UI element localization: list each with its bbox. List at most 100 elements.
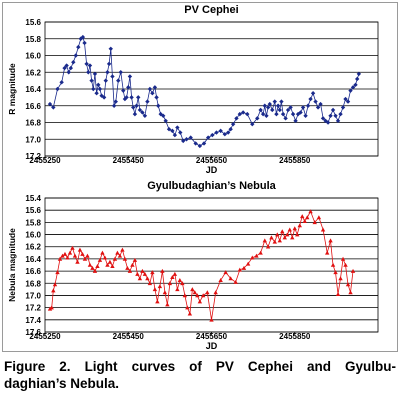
data-point — [70, 245, 75, 250]
data-point — [254, 253, 259, 258]
y-tick-label: 15.8 — [25, 35, 41, 44]
data-point — [269, 235, 274, 240]
data-point — [175, 287, 180, 292]
data-point — [52, 282, 58, 287]
caption-line-2: daghian’s Nebula. — [4, 376, 120, 391]
data-point — [325, 120, 331, 125]
data-point — [300, 105, 306, 110]
y-tick-label: 17.2 — [25, 304, 41, 313]
data-point — [185, 305, 190, 310]
data-point — [87, 63, 93, 68]
data-point — [209, 317, 214, 322]
data-point — [335, 118, 341, 124]
data-point — [62, 65, 67, 71]
data-point — [73, 53, 79, 58]
data-point — [145, 99, 150, 104]
data-point — [170, 274, 175, 279]
data-point — [193, 141, 198, 146]
data-point — [160, 268, 165, 273]
data-point — [195, 293, 200, 298]
data-point — [115, 250, 120, 255]
data-point — [274, 111, 279, 117]
data-point — [348, 290, 353, 295]
data-point — [110, 264, 115, 269]
data-point — [117, 253, 123, 258]
data-point — [310, 90, 316, 96]
data-point — [163, 118, 168, 124]
data-point — [356, 71, 362, 77]
data-point — [51, 105, 56, 110]
data-point — [154, 95, 159, 100]
data-point — [283, 116, 288, 121]
x-tick-label: 2455450 — [113, 156, 145, 165]
data-point — [177, 278, 183, 283]
data-point — [145, 276, 150, 281]
data-point — [348, 88, 353, 93]
y-tick-label: 15.4 — [25, 194, 41, 203]
data-point — [241, 265, 247, 270]
data-point — [132, 111, 138, 117]
data-point — [107, 259, 113, 264]
x-tick-label: 2455250 — [29, 156, 61, 165]
x-tick-label: 2455250 — [29, 332, 61, 341]
x-axis-label: JD — [206, 165, 218, 175]
data-point — [343, 262, 348, 267]
data-point — [142, 113, 148, 118]
data-point — [312, 220, 317, 225]
y-tick-label: 16.0 — [25, 231, 41, 240]
data-point — [205, 290, 210, 295]
data-point — [197, 299, 203, 304]
data-point — [92, 268, 98, 273]
data-point — [353, 82, 358, 88]
data-point — [330, 262, 336, 267]
data-point — [95, 264, 100, 269]
data-point — [178, 130, 183, 135]
data-point — [132, 257, 138, 262]
data-point — [64, 63, 69, 68]
y-tick-label: 17.0 — [25, 291, 41, 300]
data-point — [112, 256, 118, 261]
data-point — [237, 267, 243, 272]
data-point — [80, 251, 85, 256]
chart-title: Gyulbudaghian’s Nebula — [147, 180, 276, 192]
data-point — [162, 290, 168, 295]
data-point — [101, 95, 107, 100]
data-point — [87, 262, 93, 267]
data-point — [265, 244, 271, 249]
y-tick-label: 17.0 — [25, 135, 41, 144]
data-point — [72, 253, 78, 258]
data-point — [275, 103, 281, 108]
data-point — [150, 270, 155, 275]
y-tick-label: 16.8 — [25, 119, 41, 128]
chart-title: PV Cephei — [184, 4, 238, 16]
data-point — [270, 107, 275, 113]
data-point — [228, 276, 233, 281]
data-point — [96, 82, 101, 88]
data-point — [113, 99, 118, 104]
y-tick-label: 16.2 — [25, 68, 41, 77]
data-point — [188, 135, 193, 140]
data-point — [65, 255, 70, 260]
data-point — [157, 284, 163, 289]
data-point — [126, 85, 131, 90]
data-point — [136, 95, 141, 100]
data-point — [272, 239, 277, 244]
data-point — [51, 288, 56, 293]
data-point — [345, 282, 351, 287]
data-point — [94, 90, 99, 96]
data-point — [262, 238, 267, 243]
data-point — [250, 255, 255, 260]
data-point — [137, 276, 143, 281]
data-point — [140, 268, 145, 273]
data-point — [106, 61, 112, 67]
data-point — [172, 132, 178, 138]
data-point — [258, 107, 263, 113]
data-point — [323, 118, 328, 124]
y-tick-label: 16.6 — [25, 267, 41, 276]
y-tick-label: 16.6 — [25, 102, 41, 111]
data-point — [300, 214, 305, 219]
data-point — [308, 96, 313, 102]
data-point — [350, 268, 356, 273]
data-point — [218, 278, 223, 283]
data-point — [175, 125, 180, 130]
